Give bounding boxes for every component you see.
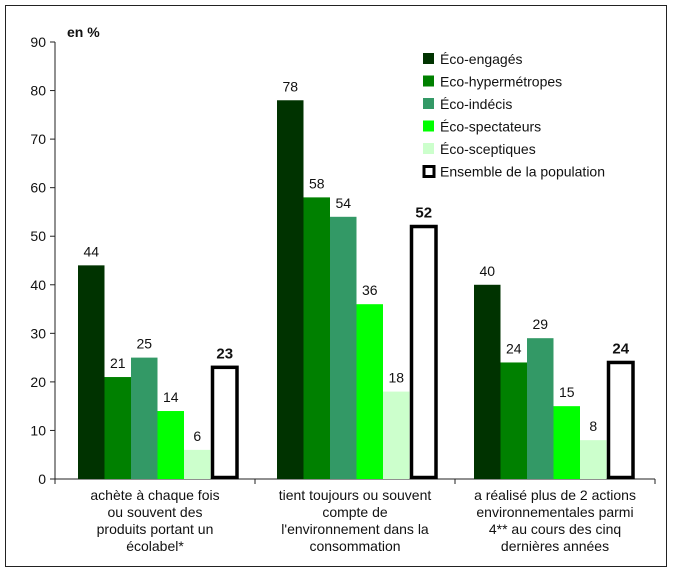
legend-swatch bbox=[423, 143, 434, 154]
bar-3-2 bbox=[330, 216, 357, 480]
legend-swatch bbox=[423, 75, 434, 87]
category-labels: achète à chaque fois ou souvent des produi… bbox=[90, 487, 636, 554]
data-label: 44 bbox=[83, 243, 99, 259]
bar-6-3 bbox=[606, 360, 635, 480]
data-label: 78 bbox=[282, 78, 298, 94]
data-label: 54 bbox=[335, 195, 351, 211]
legend-label: Ensemble de la population bbox=[440, 164, 605, 180]
legend-item: Éco-sceptiques bbox=[423, 141, 536, 157]
data-label: 6 bbox=[193, 428, 201, 444]
category-label: a réalisé plus de 2 actions environnement… bbox=[474, 487, 636, 554]
data-label: 40 bbox=[479, 263, 495, 279]
data-label: 24 bbox=[506, 340, 522, 356]
y-tick-label: 30 bbox=[30, 325, 46, 341]
bar-5-2 bbox=[383, 391, 410, 479]
data-label: 23 bbox=[216, 345, 233, 362]
bars bbox=[78, 100, 635, 480]
category-label: achète à chaque fois ou souvent des produi… bbox=[90, 487, 219, 554]
legend: Éco-engagés Eco-hypermétropes Éco-indécis É… bbox=[422, 51, 605, 180]
bar-1-2 bbox=[277, 100, 304, 480]
legend-label: Éco-engagés bbox=[440, 51, 523, 67]
data-label: 58 bbox=[309, 175, 325, 191]
data-label: 25 bbox=[136, 336, 152, 352]
bar-4-1 bbox=[157, 411, 184, 479]
bar-6-1 bbox=[210, 365, 239, 480]
legend-item: Éco-indécis bbox=[423, 96, 512, 112]
y-tick-label: 0 bbox=[38, 471, 46, 487]
bar-5-3 bbox=[580, 440, 607, 479]
bar-1-3 bbox=[474, 284, 501, 479]
data-label: 29 bbox=[532, 316, 548, 332]
bar-1-1 bbox=[78, 265, 105, 479]
bar-3-3 bbox=[527, 338, 554, 479]
legend-label: Éco-sceptiques bbox=[440, 141, 536, 157]
bar-5-1 bbox=[184, 449, 211, 479]
category-label: tient toujours ou souvent compte de l'envi… bbox=[279, 487, 432, 554]
legend-swatch bbox=[423, 98, 434, 109]
legend-item: Éco-engagés bbox=[423, 51, 523, 67]
data-label: 52 bbox=[415, 205, 432, 222]
data-label: 18 bbox=[388, 370, 404, 386]
y-tick-label: 80 bbox=[30, 83, 46, 99]
bar-4-2 bbox=[356, 304, 383, 479]
data-label: 24 bbox=[612, 340, 629, 357]
data-label: 8 bbox=[589, 418, 597, 434]
bar-2-3 bbox=[500, 362, 527, 479]
legend-swatch bbox=[423, 53, 434, 64]
bar-4-3 bbox=[553, 406, 580, 479]
data-label: 14 bbox=[163, 389, 179, 405]
y-tick-label: 50 bbox=[30, 228, 46, 244]
legend-label: Éco-indécis bbox=[440, 96, 512, 112]
y-tick-label: 90 bbox=[30, 34, 46, 50]
data-label: 21 bbox=[110, 355, 126, 371]
legend-swatch bbox=[423, 120, 434, 132]
data-label: 36 bbox=[362, 282, 378, 298]
y-tick-label: 40 bbox=[30, 277, 46, 293]
legend-swatch bbox=[422, 165, 436, 178]
y-tick-label: 10 bbox=[30, 422, 46, 438]
legend-item: Ensemble de la population bbox=[422, 164, 605, 180]
legend-item: Eco-hypermétropes bbox=[423, 74, 562, 90]
bar-6-2 bbox=[409, 224, 438, 480]
y-tick-label: 70 bbox=[30, 131, 46, 147]
y-tick-label: 60 bbox=[30, 180, 46, 196]
legend-label: Eco-hypermétropes bbox=[440, 74, 562, 90]
bar-3-1 bbox=[131, 357, 158, 479]
data-label: 15 bbox=[559, 384, 575, 400]
bar-2-1 bbox=[104, 377, 131, 479]
bar-2-2 bbox=[303, 197, 330, 479]
legend-label: Éco-spectateurs bbox=[440, 119, 541, 135]
y-tick-label: 20 bbox=[30, 374, 46, 390]
legend-item: Éco-spectateurs bbox=[423, 119, 541, 135]
data-labels: 44 78 40 21 58 24 25 54 29 14 36 15 6 18 8 23 52 24 bbox=[83, 78, 629, 444]
unit-label: en % bbox=[67, 24, 100, 40]
